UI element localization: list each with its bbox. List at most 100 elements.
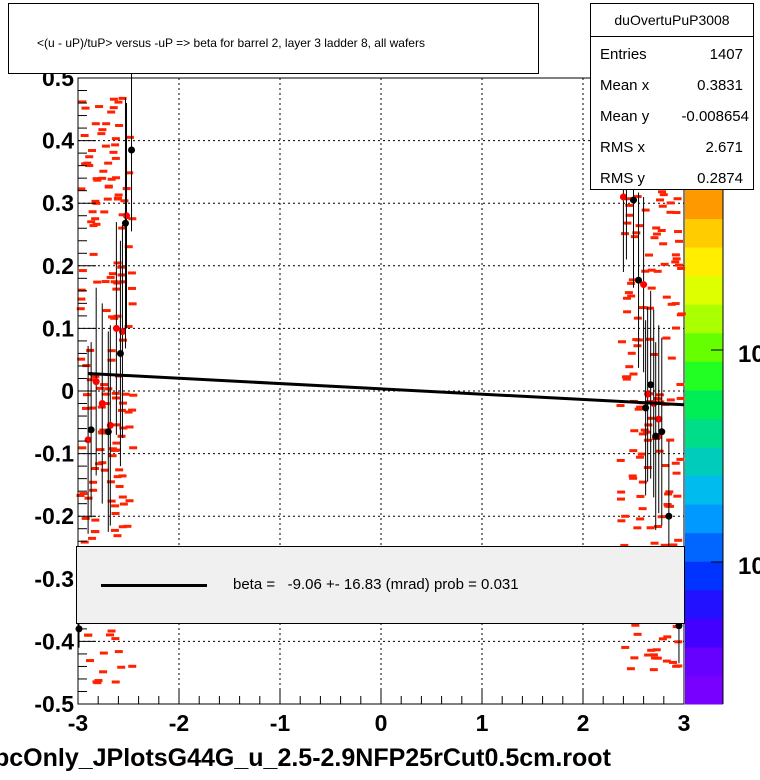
histogram-cell [621,514,630,518]
histogram-cell [662,295,671,299]
histogram-cell [616,497,625,501]
stat-row-rms-x: RMS x 2.671 [591,133,753,163]
histogram-cell [100,210,109,214]
histogram-cell [661,464,670,468]
histogram-cell [119,280,128,284]
histogram-cell [620,232,629,236]
histogram-cell [117,665,126,669]
profile-point-black [658,428,666,436]
color-scale-cell [685,418,723,448]
histogram-cell [632,231,641,235]
profile-point-red [112,324,120,332]
histogram-cell [92,177,101,181]
histogram-cell [668,660,677,664]
histogram-cell [622,296,631,300]
histogram-cell [627,351,636,355]
histogram-cell [649,668,658,672]
histogram-cell [634,407,643,411]
color-scale-cell [685,304,723,334]
profile-points [75,37,683,664]
histogram-cell [128,664,137,668]
histogram-cell [107,110,116,114]
histogram-cell [666,438,675,442]
histogram-cell [79,492,88,496]
histogram-cell [111,511,120,515]
histogram-cell [671,260,680,264]
histogram-cell [672,326,681,330]
histogram-cell [102,309,111,313]
histogram-cell [81,516,90,520]
histogram-cell [623,375,632,379]
profile-point-red [619,193,627,201]
histogram-cell [77,187,86,191]
histogram-cell [104,184,113,188]
histogram-cell [99,670,108,674]
histogram-cell [674,263,683,267]
histogram-cell [633,316,642,320]
stat-value: -0.008654 [681,108,749,125]
histogram-cell [630,429,639,433]
stat-row-rms-y: RMS y 0.2874 [591,164,753,194]
histogram-cell [101,392,110,396]
x-tick-label: -2 [169,710,189,736]
histogram-cell [77,288,86,292]
histogram-cell [646,526,655,530]
profile-point-black [665,512,673,520]
histogram-cell [81,106,90,110]
chart-title: <(u - uP)/tuP> versus -uP => beta for ba… [37,36,425,50]
histogram-cell [128,302,137,306]
histogram-cell [85,155,94,159]
profile-point-black [121,219,129,227]
histogram-cell [650,236,659,240]
histogram-cell [118,525,127,529]
stat-label: Mean x [600,77,650,94]
histogram-cell [617,519,626,523]
y-tick-label: 0.3 [42,190,74,216]
histogram-cell [677,312,686,316]
histogram-cell [77,357,86,361]
profile-point-black [647,381,655,389]
histogram-cell [663,503,672,507]
y-tick-label: -0.4 [34,628,74,654]
histogram-cell [664,492,673,496]
profile-point-black [116,349,124,357]
color-scale-cell [685,275,723,305]
profile-point-red [84,436,92,444]
color-scale-cell [685,589,723,619]
histogram-cell [671,302,680,306]
stat-label: RMS x [600,139,645,156]
color-scale-cell [685,646,723,676]
histogram-cell [656,400,665,404]
histogram-cell [630,235,639,239]
histogram-cell [100,383,109,387]
histogram-cell [647,268,656,272]
histogram-cell [650,541,659,545]
histogram-cell [89,480,98,484]
color-scale-cell [685,218,723,248]
histogram-cell [669,543,678,547]
histogram-cell [129,446,138,450]
histogram-cell [638,480,647,484]
histogram-cell [642,430,651,434]
histogram-cell [666,210,675,214]
histogram-cell [633,526,642,530]
histogram-cell [112,441,121,445]
histogram-cell [113,314,122,318]
histogram-cell [630,656,639,660]
histogram-cell [624,291,633,295]
histogram-cell [99,169,108,173]
histogram-cell [76,493,85,497]
histogram-cell [671,253,680,257]
histogram-cell [659,193,668,197]
histogram-cell [94,679,103,683]
x-tick-label: -3 [68,710,88,736]
histogram-cell [635,455,644,459]
histogram-cell [638,507,647,511]
histogram-cell [646,306,655,310]
histogram-cell [124,410,133,414]
stat-label: RMS y [600,170,645,187]
histogram-cell [85,164,94,168]
y-tick-label: -0.5 [34,691,74,717]
histogram-cell [86,659,95,663]
histogram-cell [100,468,109,472]
